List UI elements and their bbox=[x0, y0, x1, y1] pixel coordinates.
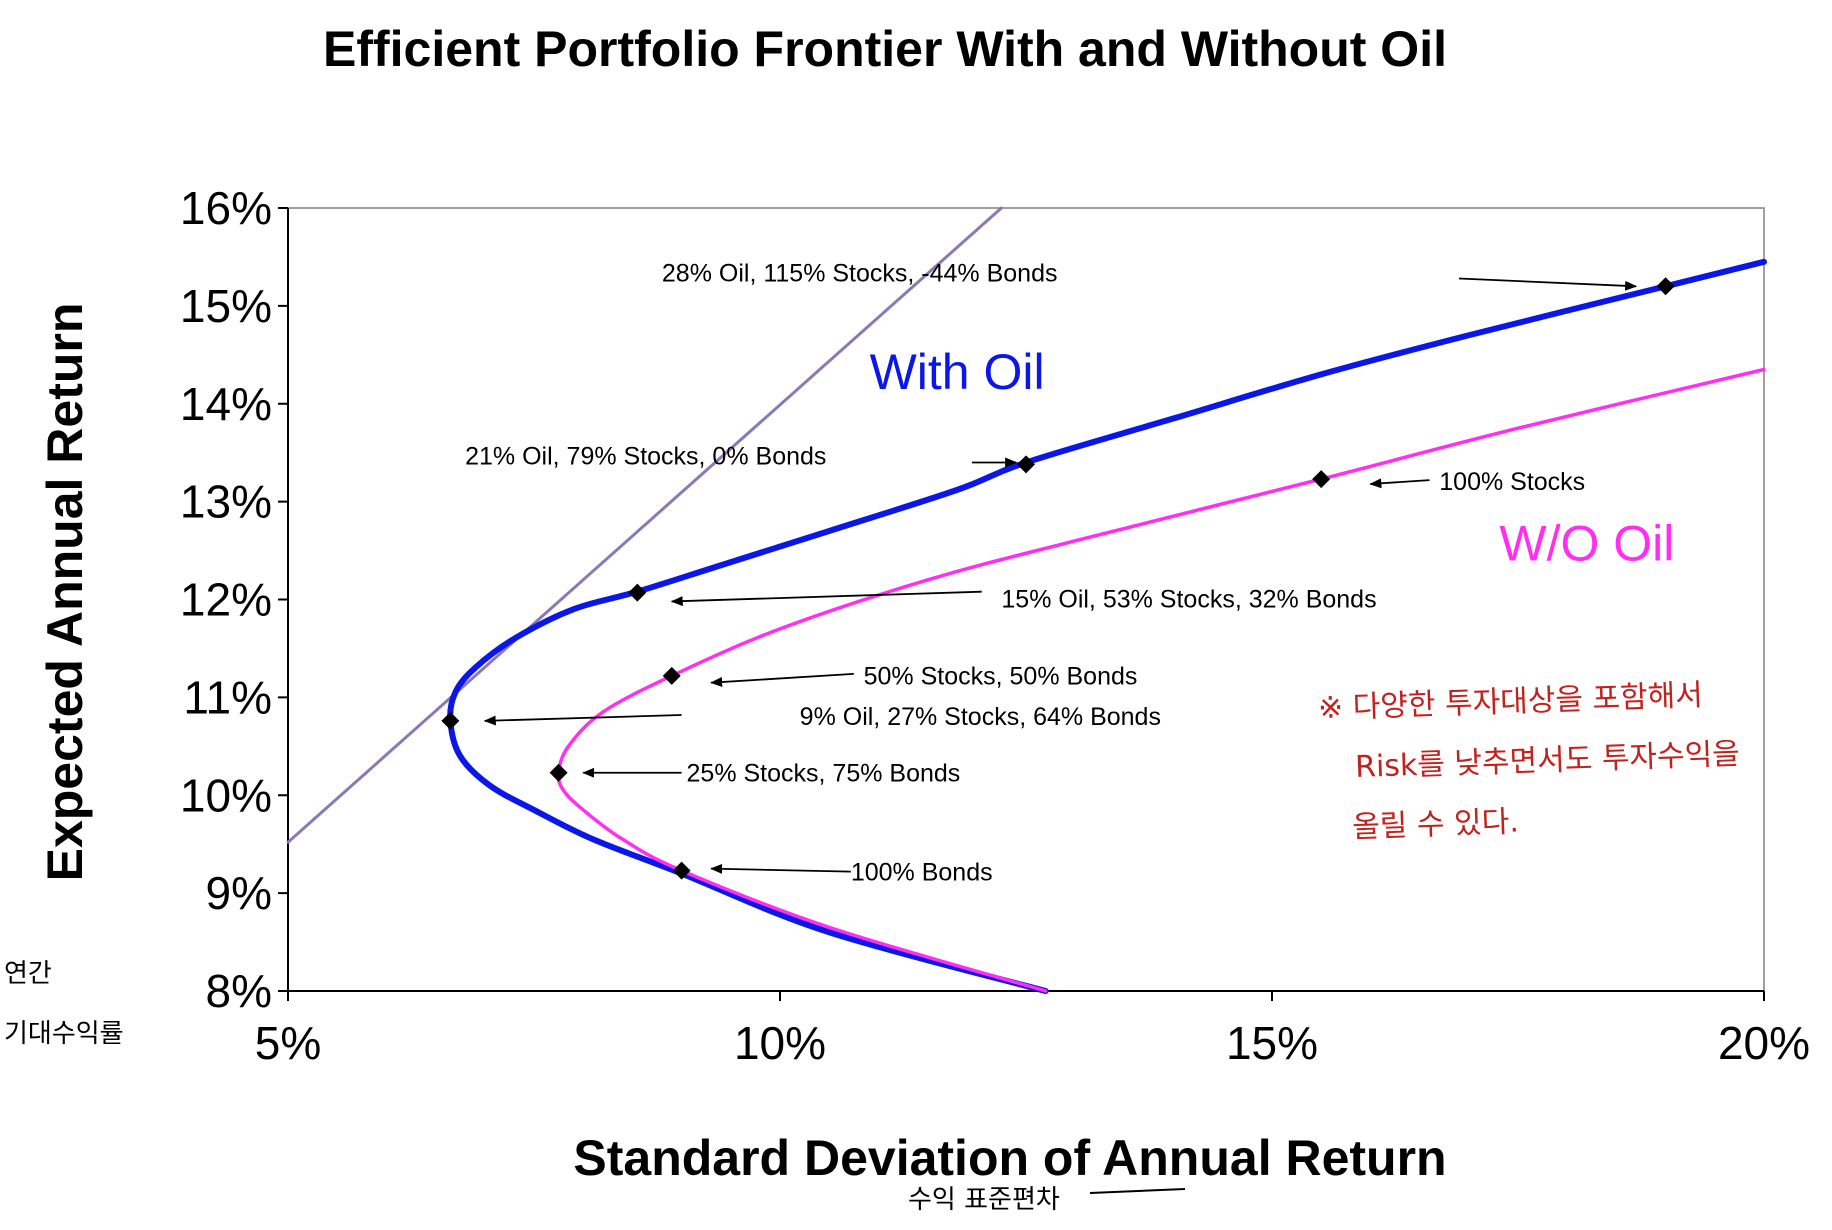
series-with-oil bbox=[447, 258, 1767, 994]
y-axis-ticks: 8% 9% 10% 11% 12% 13% 14% 15% 16% bbox=[180, 182, 288, 1017]
x-tick-label: 20% bbox=[1718, 1017, 1810, 1069]
series-label: With Oil bbox=[870, 344, 1045, 400]
x-tick-label: 15% bbox=[1226, 1017, 1318, 1069]
annotation-label: 28% Oil, 115% Stocks, -44% Bonds bbox=[662, 259, 1058, 287]
data-point-marker bbox=[1656, 277, 1675, 296]
tangent-line bbox=[286, 206, 1003, 844]
data-point-marker bbox=[662, 666, 681, 685]
annotation-layer: 28% Oil, 115% Stocks, -44% Bonds 21% Oil,… bbox=[465, 259, 1638, 886]
annotation-label: 100% Stocks bbox=[1439, 468, 1585, 496]
annotation-arrow bbox=[670, 590, 982, 607]
y-tick-label: 12% bbox=[180, 574, 272, 626]
data-point-marker bbox=[672, 861, 691, 880]
annotation-label: 9% Oil, 27% Stocks, 64% Bonds bbox=[800, 703, 1161, 731]
data-point-marker bbox=[1312, 470, 1331, 489]
data-point-marker bbox=[1017, 455, 1035, 474]
annotation-label: 100% Bonds bbox=[851, 858, 993, 886]
annotation-arrow bbox=[1458, 277, 1638, 291]
data-point-marker bbox=[628, 583, 647, 602]
x-scribble: 수익 표준편차 bbox=[908, 1185, 1060, 1215]
y-axis-label: Expected Annual Return bbox=[37, 303, 93, 882]
data-point-marker bbox=[549, 763, 568, 782]
plot-area bbox=[287, 207, 1765, 992]
series-labels: With Oil W/O Oil bbox=[870, 344, 1675, 571]
y-tick-label: 9% bbox=[206, 867, 272, 919]
series-label: W/O Oil bbox=[1499, 515, 1674, 571]
annotation-label: 21% Oil, 79% Stocks, 0% Bonds bbox=[465, 442, 826, 470]
y-tick-label: 15% bbox=[180, 280, 272, 332]
y-scribble-line-1: 연간 bbox=[4, 959, 52, 989]
x-axis-label: Standard Deviation of Annual Return bbox=[573, 1130, 1446, 1186]
y-axis-scribble: 연간 기대수익률 bbox=[4, 959, 124, 1049]
y-tick-label: 10% bbox=[180, 769, 272, 821]
annotation-label: 25% Stocks, 75% Bonds bbox=[687, 760, 961, 788]
y-tick-label: 8% bbox=[206, 965, 272, 1017]
y-scribble-line-2: 기대수익률 bbox=[4, 1019, 124, 1049]
x-tick-label: 10% bbox=[734, 1017, 826, 1069]
x-scribble-underline bbox=[1089, 1188, 1186, 1194]
note-line-3: 올릴 수 있다. bbox=[1352, 804, 1520, 845]
annotation-arrow bbox=[1369, 478, 1430, 489]
annotation-label: 15% Oil, 53% Stocks, 32% Bonds bbox=[1001, 585, 1376, 613]
marker-layer bbox=[441, 277, 1675, 880]
y-tick-label: 13% bbox=[180, 476, 272, 528]
x-tick-label: 5% bbox=[255, 1017, 321, 1069]
y-tick-label: 11% bbox=[183, 671, 272, 723]
x-axis-scribble: 수익 표준편차 bbox=[908, 1185, 1186, 1215]
annotation-arrow bbox=[710, 672, 854, 688]
data-point-marker bbox=[441, 711, 460, 730]
annotation-label: 50% Stocks, 50% Bonds bbox=[864, 663, 1138, 691]
annotation-arrow bbox=[710, 863, 851, 874]
y-tick-label: 16% bbox=[180, 182, 272, 234]
x-axis-ticks: 5% 10% 15% 20% bbox=[255, 991, 1810, 1069]
y-tick-label: 14% bbox=[180, 378, 272, 430]
chart-title: Efficient Portfolio Frontier With and Wi… bbox=[323, 21, 1447, 77]
annotation-arrow bbox=[483, 714, 682, 726]
